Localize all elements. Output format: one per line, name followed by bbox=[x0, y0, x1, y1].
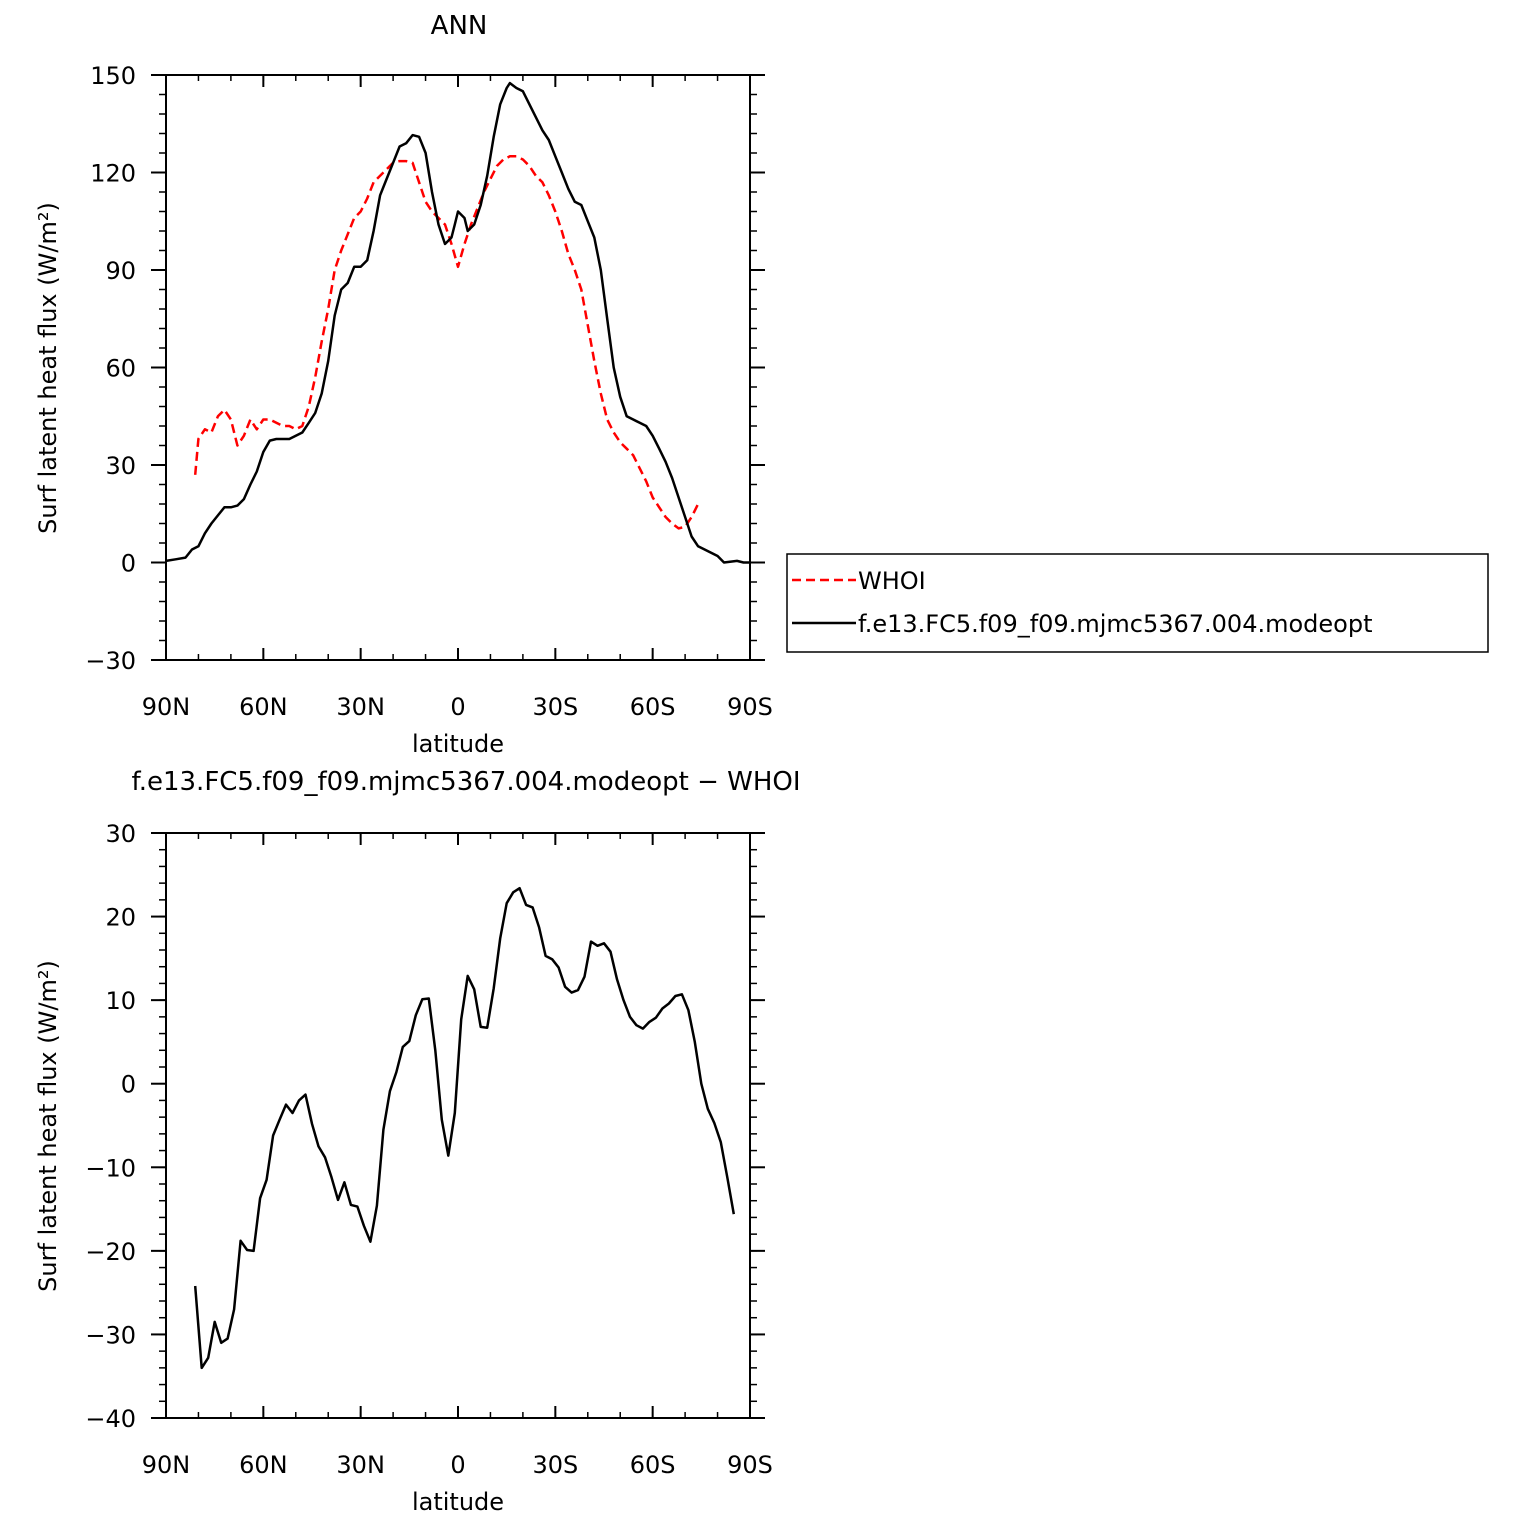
top-chart-ticks: 90N 60N 30N 0 30S 60S 90S 150 120 90 60 30 0 −30 bbox=[85, 62, 773, 721]
bottom-chart-title: f.e13.FC5.f09_f09.mjmc5367.004.modeopt −… bbox=[131, 767, 800, 797]
bottom-xtick-label: 90S bbox=[727, 1451, 773, 1479]
bottom-xtick-label: 90N bbox=[142, 1451, 191, 1479]
bottom-chart-ylabel: Surf latent heat flux (W/m²) bbox=[34, 960, 62, 1292]
bottom-chart-series bbox=[193, 886, 736, 1370]
top-chart: ANN 90N 60N 30N 0 30S 60S 90S1501209060300−30 … bbox=[34, 11, 773, 758]
top-chart-xlabel: latitude bbox=[412, 730, 504, 758]
top-chart-frame bbox=[165, 74, 751, 661]
legend: WHOI f.e13.FC5.f09_f09.mjmc5367.004.mode… bbox=[786, 553, 1489, 653]
bottom-ytick-label: 10 bbox=[105, 987, 136, 1015]
top-chart-series bbox=[165, 81, 750, 564]
bottom-series-model-line bbox=[193, 886, 736, 1370]
top-series-model-line bbox=[165, 81, 750, 564]
top-chart-ylabel: Surf latent heat flux (W/m²) bbox=[34, 202, 62, 534]
bottom-xtick-label: 60N bbox=[239, 1451, 288, 1479]
bottom-ytick-label: −30 bbox=[85, 1321, 136, 1349]
bottom-chart-frame bbox=[165, 832, 751, 1419]
bottom-ytick-label: −20 bbox=[85, 1238, 136, 1266]
top-ytick-label: −30 bbox=[85, 647, 136, 675]
legend-label-whoi: WHOI bbox=[858, 567, 926, 595]
top-series-whoi-line bbox=[193, 155, 700, 530]
top-ytick-label: 120 bbox=[90, 160, 136, 188]
top-ytick-label: 30 bbox=[105, 452, 136, 480]
top-ytick-label: 90 bbox=[105, 257, 136, 285]
bottom-chart: f.e13.FC5.f09_f09.mjmc5367.004.modeopt −… bbox=[34, 767, 801, 1516]
legend-box bbox=[786, 553, 1489, 653]
top-ytick-label: 150 bbox=[90, 62, 136, 90]
bottom-ytick-label: −40 bbox=[85, 1405, 136, 1433]
bottom-ytick-label: 0 bbox=[121, 1071, 136, 1099]
top-ytick-label: 60 bbox=[105, 355, 136, 383]
bottom-chart-ticks: 90N 60N 30N 0 30S 60S 90S 30 20 10 0 −10 −20 −30 −40 bbox=[85, 820, 773, 1479]
top-xtick-label: 0 bbox=[450, 693, 465, 721]
bottom-chart-xlabel: latitude bbox=[412, 1488, 504, 1516]
top-xtick-label: 90N bbox=[142, 693, 191, 721]
top-xtick-label: 30N bbox=[336, 693, 385, 721]
top-xtick-label: 30S bbox=[532, 693, 578, 721]
top-xtick-label: 90S bbox=[727, 693, 773, 721]
top-xtick-label: 60N bbox=[239, 693, 288, 721]
bottom-xtick-label: 30S bbox=[532, 1451, 578, 1479]
bottom-ytick-label: −10 bbox=[85, 1154, 136, 1182]
bottom-xtick-label: 60S bbox=[630, 1451, 676, 1479]
bottom-xtick-label: 30N bbox=[336, 1451, 385, 1479]
legend-label-model: f.e13.FC5.f09_f09.mjmc5367.004.modeopt bbox=[858, 610, 1373, 638]
top-xtick-label: 60S bbox=[630, 693, 676, 721]
bottom-xtick-label: 0 bbox=[450, 1451, 465, 1479]
top-chart-title: ANN bbox=[431, 11, 488, 41]
bottom-ytick-label: 20 bbox=[105, 904, 136, 932]
top-ytick-label: 0 bbox=[121, 550, 136, 578]
bottom-ytick-label: 30 bbox=[105, 820, 136, 848]
